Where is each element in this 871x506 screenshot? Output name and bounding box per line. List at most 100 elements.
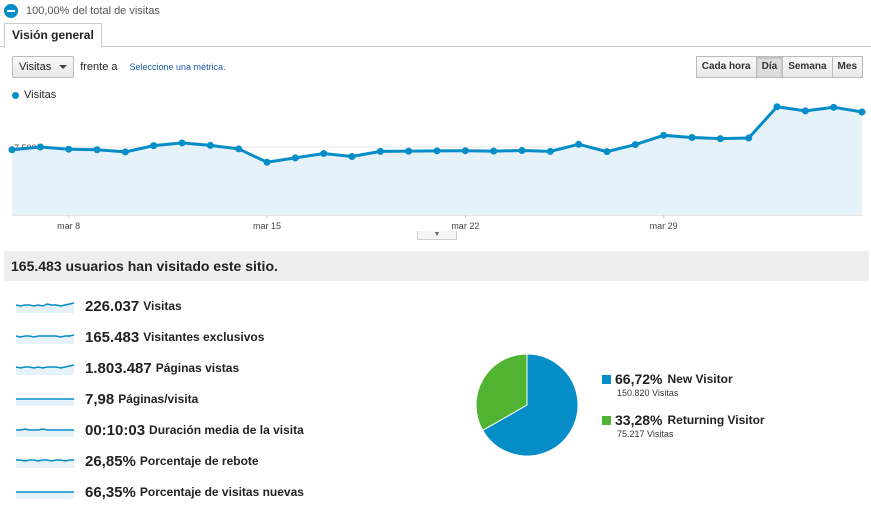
sparkline: [16, 334, 75, 344]
data-point[interactable]: [433, 147, 441, 155]
metric-row: 00:10:03 Duración media de la visita: [16, 420, 304, 440]
x-tick-label: mar 22: [451, 221, 479, 231]
data-point[interactable]: [150, 142, 158, 150]
data-point[interactable]: [716, 135, 724, 143]
metric-row: 26,85% Porcentaje de rebote: [16, 451, 259, 471]
data-point[interactable]: [121, 148, 129, 156]
data-point[interactable]: [830, 103, 838, 111]
data-point[interactable]: [206, 141, 214, 149]
data-point[interactable]: [745, 134, 753, 142]
data-point[interactable]: [178, 139, 186, 147]
data-point[interactable]: [376, 147, 384, 155]
sparkline: [16, 364, 75, 375]
metric-label: Páginas/visita: [118, 392, 199, 406]
slice-percent: 66,72%: [615, 371, 663, 387]
metric-label: Porcentaje de rebote: [139, 454, 259, 468]
pie-slice-new-visitor: [482, 353, 579, 457]
pie-slice-returning-visitor: [475, 353, 528, 432]
segment-indicator: 100,00% del total de visitas: [4, 2, 160, 20]
slice-name: New Visitor: [667, 372, 733, 386]
metric-label: Visitantes exclusivos: [143, 330, 265, 344]
tab-bar: Visión general: [0, 23, 871, 48]
data-point[interactable]: [405, 147, 413, 155]
data-point[interactable]: [575, 140, 583, 148]
metric-value: 165.483: [85, 328, 140, 346]
metric-row: 66,35% Porcentaje de visitas nuevas: [16, 482, 304, 502]
data-point[interactable]: [235, 145, 243, 153]
metric-select-label: Visitas: [19, 61, 52, 73]
week-button[interactable]: Semana: [782, 56, 833, 78]
legend-swatch: [602, 374, 611, 384]
data-point[interactable]: [348, 153, 356, 161]
legend-label: Visitas: [24, 89, 57, 101]
x-tick-label: mar 15: [253, 221, 281, 231]
segment-pie-icon: [4, 4, 18, 18]
data-point[interactable]: [490, 147, 498, 155]
data-point[interactable]: [461, 147, 469, 155]
pie-legend-item: 66,72% New Visitor 150.820 Visitas: [602, 371, 733, 398]
sparkline: [16, 459, 74, 468]
slice-name: Returning Visitor: [667, 413, 765, 427]
data-point[interactable]: [773, 103, 781, 111]
metric-value: 00:10:03: [85, 421, 146, 439]
sparkline: [16, 398, 74, 406]
sparkline: [16, 302, 75, 313]
chevron-down-icon: [59, 65, 68, 69]
data-point[interactable]: [93, 146, 101, 154]
metric-label: Páginas vistas: [155, 361, 240, 375]
x-tick-label: mar 29: [650, 221, 678, 231]
data-point[interactable]: [858, 108, 866, 116]
legend-swatch: [602, 415, 611, 425]
hourly-button[interactable]: Cada hora: [695, 56, 757, 78]
metric-label: Porcentaje de visitas nuevas: [139, 485, 304, 499]
metric-row: 7,98 Páginas/visita: [16, 389, 198, 409]
summary-banner: 165.483 usuarios han visitado este sitio…: [4, 251, 869, 281]
metric-value: 226.037: [85, 297, 140, 315]
visitor-type-pie-chart: [475, 353, 579, 457]
tab-vision-general[interactable]: Visión general: [4, 23, 102, 48]
data-point[interactable]: [65, 145, 73, 153]
sparkline: [16, 428, 74, 437]
granularity-buttons: Cada hora Día Semana Mes: [695, 56, 863, 78]
month-button[interactable]: Mes: [831, 56, 863, 78]
data-point[interactable]: [546, 147, 554, 155]
data-point[interactable]: [603, 148, 611, 156]
data-point[interactable]: [660, 131, 668, 139]
select-metric-link[interactable]: Seleccione una métrica.: [129, 62, 226, 72]
metric-label: Duración media de la visita: [149, 423, 304, 437]
metric-select[interactable]: Visitas: [12, 56, 75, 78]
metric-row: 165.483 Visitantes exclusivos: [16, 327, 264, 347]
slice-percent: 33,28%: [615, 412, 663, 428]
data-point[interactable]: [688, 134, 696, 142]
slice-visits: 150.820 Visitas: [617, 388, 679, 398]
chart-controls: Visitas frente a Seleccione una métrica.: [12, 56, 226, 78]
data-point[interactable]: [518, 147, 526, 155]
metric-label: Visitas: [143, 299, 182, 313]
segment-text: 100,00% del total de visitas: [26, 5, 160, 17]
metric-row: 1.803.487 Páginas vistas: [16, 358, 239, 378]
chevron-down-icon: ▼: [433, 231, 441, 238]
legend-marker: [12, 91, 19, 99]
x-tick-label: mar 8: [57, 221, 80, 231]
compare-text: frente a: [80, 61, 118, 73]
metric-row: 226.037 Visitas: [16, 296, 182, 316]
pie-legend-item: 33,28% Returning Visitor 75.217 Visitas: [602, 412, 765, 439]
sparkline: [16, 491, 74, 499]
data-point[interactable]: [320, 150, 328, 158]
slice-visits: 75.217 Visitas: [617, 429, 674, 439]
metric-value: 7,98: [85, 390, 115, 408]
data-point[interactable]: [291, 154, 299, 162]
series-area-fill: [12, 106, 862, 215]
data-point[interactable]: [263, 158, 271, 166]
metric-value: 1.803.487: [85, 359, 152, 377]
data-point[interactable]: [36, 143, 44, 151]
metric-value: 66,35%: [85, 483, 136, 501]
metric-value: 26,85%: [85, 452, 136, 470]
data-point[interactable]: [631, 141, 639, 149]
chart-collapse-handle[interactable]: ▼: [417, 231, 457, 240]
chart-legend: Visitas: [12, 89, 56, 101]
data-point[interactable]: [801, 107, 809, 115]
day-button[interactable]: Día: [755, 56, 784, 78]
data-point[interactable]: [8, 146, 16, 154]
